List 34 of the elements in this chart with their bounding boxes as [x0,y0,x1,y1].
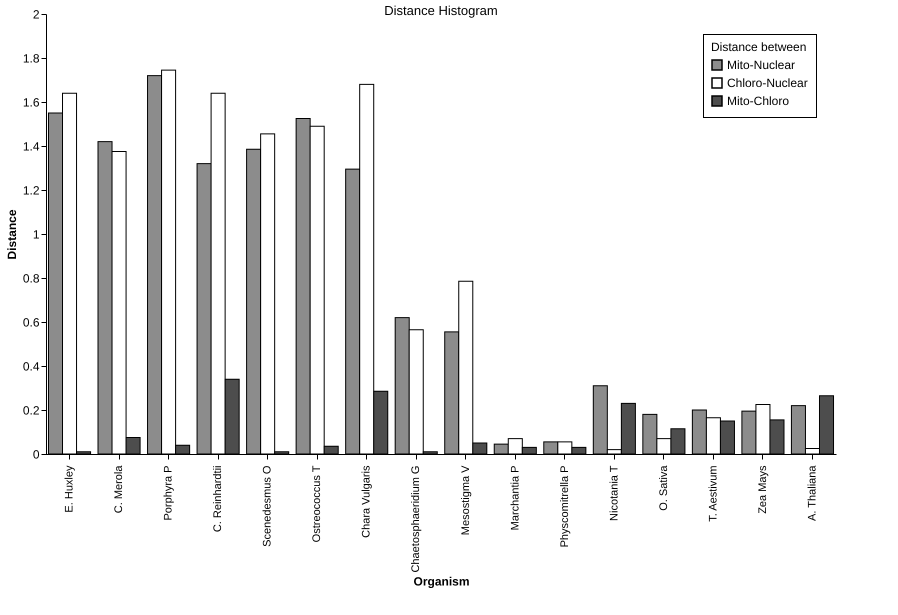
y-tick-label: 1.6 [22,96,40,110]
y-tick-label: 0.2 [22,404,40,418]
y-tick-label: 0.4 [22,360,40,374]
x-tick-label: Chara Vulgaris [360,465,373,538]
x-axis-title: Organism [413,574,470,589]
legend-label: Mito-Nuclear [727,58,796,72]
x-tick-label: Scenedesmus O [262,465,274,547]
x-tick-label: Nicotania T [608,465,620,521]
y-axis-title: Distance [4,209,19,260]
x-tick-label: Zea Mays [756,465,769,514]
x-tick-label: Mesostigma V [460,464,472,536]
y-tick-label: 0.6 [22,316,40,330]
legend-label: Mito-Chloro [727,94,790,108]
y-tick-label: 0.8 [22,272,40,286]
y-tick-label: 0 [32,448,40,462]
y-tick-label: 1 [32,228,40,242]
y-tick-label: 1.2 [22,184,40,198]
chart-title: Distance Histogram [384,3,498,18]
x-tick-label: O. Sativa [658,464,670,511]
x-tick-label: E. Huxley [64,465,76,513]
x-tick-label: Ostreococcus T [311,465,324,542]
x-tick-label: Marchantia P [509,466,522,530]
x-tick-label: Porphyra P [162,466,175,521]
x-tick-label: T. Aestivum [707,466,720,522]
y-tick-label: 1.4 [22,140,40,154]
x-tick-label: C. Merola [113,464,126,514]
x-tick-label: Physcomitrella P [558,466,571,548]
legend-title: Distance between [711,40,806,54]
x-tick-label: Chaetosphaeridium G [410,466,422,573]
y-tick-label: 2 [32,8,40,22]
x-tick-label: A. Thaliana [806,464,818,521]
y-tick-label: 1.8 [22,52,40,66]
legend-label: Chloro-Nuclear [727,76,808,90]
x-tick-label: C. Reinhardtii [212,466,224,532]
